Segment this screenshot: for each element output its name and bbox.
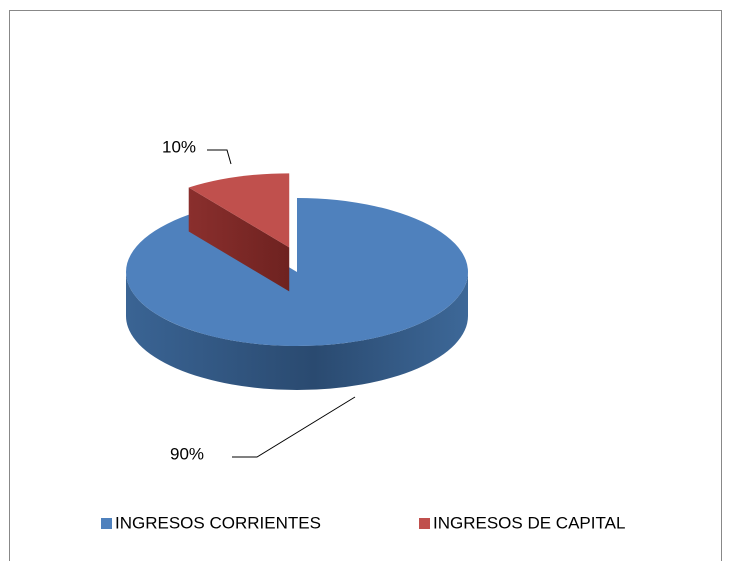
legend-swatch xyxy=(419,518,430,529)
pie-slice xyxy=(126,198,468,346)
leader-line xyxy=(232,396,356,458)
data-label: 10% xyxy=(162,137,196,156)
legend-swatch xyxy=(101,518,112,529)
leader-line xyxy=(207,149,232,165)
data-label: 90% xyxy=(170,444,204,463)
legend-label: INGRESOS CORRIENTES xyxy=(115,513,321,532)
pie xyxy=(126,173,468,390)
leader-lines xyxy=(207,149,356,458)
pie-cut-face xyxy=(188,187,290,292)
legend-label: INGRESOS DE CAPITAL xyxy=(433,513,625,532)
pie-side xyxy=(126,272,468,390)
pie-slice xyxy=(188,173,290,248)
